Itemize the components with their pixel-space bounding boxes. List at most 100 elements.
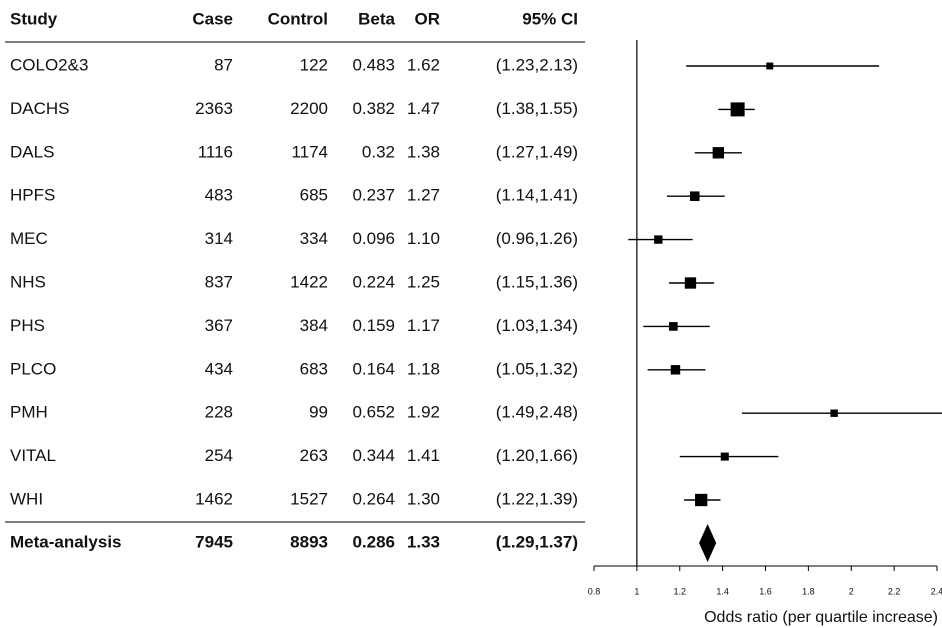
table-cell: (1.49,2.48) <box>496 403 578 422</box>
table-cell: 263 <box>300 446 328 465</box>
table-cell: 1.41 <box>407 446 440 465</box>
or-square <box>689 191 700 201</box>
table-cell: 1422 <box>290 272 328 291</box>
table-cell: 1.17 <box>407 316 440 335</box>
x-tick-label: 1.6 <box>759 586 772 596</box>
table-cell: 434 <box>205 359 233 378</box>
or-square <box>830 409 838 417</box>
table-cell: 1116 <box>198 142 233 161</box>
table-cell: PMH <box>10 403 48 422</box>
table-cell: 0.096 <box>352 229 395 248</box>
plot-area <box>628 62 942 562</box>
table-cell: DACHS <box>10 99 70 118</box>
table-cell: 367 <box>205 316 233 335</box>
table-cell: 99 <box>309 403 328 422</box>
table-cell: 0.344 <box>352 446 395 465</box>
table-cell: PLCO <box>10 359 56 378</box>
table-cell: 0.264 <box>352 489 395 508</box>
table-cell: 314 <box>205 229 233 248</box>
column-header: Beta <box>358 9 395 28</box>
x-tick-label: 2.4 <box>931 586 942 596</box>
summary-diamond <box>699 524 717 562</box>
table-cell: (1.05,1.32) <box>496 359 578 378</box>
table-cell: 0.32 <box>362 142 395 161</box>
or-square <box>670 365 681 375</box>
or-square <box>712 147 725 159</box>
table-cell: 0.164 <box>352 359 395 378</box>
table-cell: 1.47 <box>407 99 440 118</box>
table-cell: HPFS <box>10 186 55 205</box>
summary-cell: 1.33 <box>407 532 440 551</box>
table-cell: 0.382 <box>352 99 395 118</box>
table-cell: 1.62 <box>407 55 440 74</box>
table-cell: (1.14,1.41) <box>496 186 578 205</box>
table-cell: (1.03,1.34) <box>496 316 578 335</box>
table-cell: PHS <box>10 316 45 335</box>
table-cell: 1462 <box>195 489 233 508</box>
column-header: OR <box>415 9 441 28</box>
table-cell: 683 <box>300 359 328 378</box>
x-tick-label: 1.8 <box>802 586 815 596</box>
table-cell: DALS <box>10 142 54 161</box>
column-header: Control <box>268 9 328 28</box>
or-square <box>668 322 678 331</box>
or-square <box>730 102 745 117</box>
table-cell: (0.96,1.26) <box>496 229 578 248</box>
table-cell: 1.27 <box>407 186 440 205</box>
table-cell: 1.10 <box>407 229 440 248</box>
table-cell: 87 <box>214 55 233 74</box>
or-square <box>695 493 708 507</box>
table-cell: 0.652 <box>352 403 395 422</box>
table-cell: 1.25 <box>407 272 440 291</box>
table-cell: 122 <box>300 55 328 74</box>
table-cell: 685 <box>300 186 328 205</box>
or-square <box>766 62 774 70</box>
table-cell: 228 <box>205 403 233 422</box>
or-square <box>684 277 697 289</box>
x-axis-label: Odds ratio (per quartile increase) <box>704 609 938 626</box>
x-tick-label: 0.8 <box>588 586 601 596</box>
table-cell: 1.30 <box>407 489 440 508</box>
summary-cell: 7945 <box>195 532 233 551</box>
table-cell: 1174 <box>291 142 328 161</box>
table-cell: (1.38,1.55) <box>496 99 578 118</box>
table-cell: 1.92 <box>407 403 440 422</box>
summary-cell: 8893 <box>290 532 328 551</box>
or-square <box>654 235 663 244</box>
or-square <box>720 452 729 461</box>
table-cell: 0.224 <box>352 272 395 291</box>
x-tick-label: 2.2 <box>888 586 901 596</box>
summary-cell: 0.286 <box>352 532 395 551</box>
table-cell: NHS <box>10 272 46 291</box>
table-cell: (1.22,1.39) <box>496 489 578 508</box>
table-cell: 1.18 <box>407 359 440 378</box>
table-cell: 254 <box>205 446 233 465</box>
x-tick-label: 1.2 <box>673 586 686 596</box>
summary-cell: (1.29,1.37) <box>496 532 578 551</box>
table-cell: VITAL <box>10 446 56 465</box>
table-cell: 483 <box>205 186 233 205</box>
table-cell: 2363 <box>195 99 233 118</box>
column-header: Case <box>192 9 233 28</box>
table-cell: 0.159 <box>352 316 395 335</box>
table-cell: (1.20,1.66) <box>496 446 578 465</box>
table-cell: WHI <box>10 489 43 508</box>
column-header: 95% CI <box>522 9 578 28</box>
table-cell: 334 <box>300 229 328 248</box>
summary-cell: Meta-analysis <box>10 532 122 551</box>
table-cell: 0.237 <box>352 186 395 205</box>
table-cell: (1.15,1.36) <box>496 272 578 291</box>
column-header: Study <box>10 9 58 28</box>
x-tick-label: 1.4 <box>716 586 729 596</box>
table-cell: 837 <box>205 272 233 291</box>
table-cell: (1.23,2.13) <box>496 55 578 74</box>
table-cell: 1527 <box>290 489 328 508</box>
table-cell: (1.27,1.49) <box>496 142 578 161</box>
table-cell: MEC <box>10 229 48 248</box>
table-cell: 384 <box>300 316 328 335</box>
table-cell: 1.38 <box>407 142 440 161</box>
table-cell: COLO2&3 <box>10 55 88 74</box>
x-tick-label: 1 <box>634 586 639 596</box>
table-cell: 0.483 <box>352 55 395 74</box>
